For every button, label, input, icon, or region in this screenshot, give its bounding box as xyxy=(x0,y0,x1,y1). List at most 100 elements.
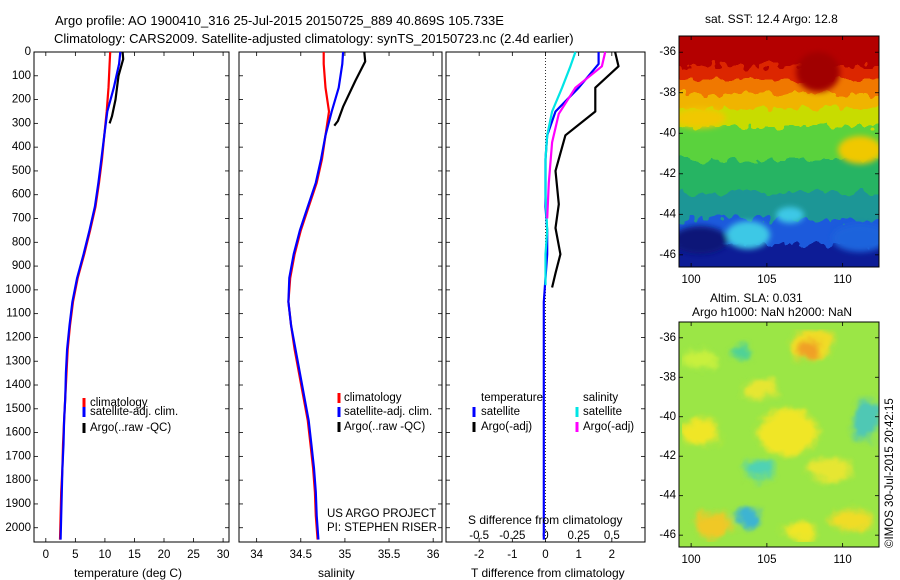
series-line-satellite-adj-clim- xyxy=(287,51,345,540)
legend-label-argo: Argo(..raw -QC) xyxy=(344,421,425,433)
legend-label-temp-satellite: satellite xyxy=(481,406,520,418)
depth-axis-ticks: 0 100 200 300 400 500 600 700 800 900 1000 1100 1200… xyxy=(5,46,229,534)
legend-title-salinity: salinity xyxy=(583,392,618,404)
series-line-satellite-adj-clim- xyxy=(59,51,122,540)
imos-credit: ©IMOS 30-Jul-2015 20:42:15 xyxy=(884,398,896,548)
legend-label-climatology: climatology xyxy=(90,397,148,409)
x-tick-label: 34.5 xyxy=(290,549,312,561)
sla-map-subtitle: Argo h1000: NaN h2000: NaN xyxy=(692,305,852,319)
lon-tick-label: 110 xyxy=(833,274,851,286)
s-difference-axis-label: S difference from climatology xyxy=(468,513,623,527)
salinity-profile-panel: 34 34.5 35 35.5 36 salinity climatology sate… xyxy=(238,51,443,580)
figure-title-line1: Argo profile: AO 1900410_316 25-Jul-2015… xyxy=(55,13,504,28)
depth-tick-label: 100 xyxy=(12,70,31,82)
lat-tick-label: -46 xyxy=(659,529,676,541)
difference-depth-ticks xyxy=(446,51,645,529)
x-tick-label: 35.5 xyxy=(378,549,400,561)
x-tick-label: 10 xyxy=(99,549,112,561)
depth-tick-label: 1500 xyxy=(5,403,31,415)
sst-map-title: sat. SST: 12.4 Argo: 12.8 xyxy=(705,12,838,26)
depth-tick-label: 900 xyxy=(12,260,31,272)
x-tick-label: 25 xyxy=(187,549,200,561)
x-tick-label: 34 xyxy=(250,549,263,561)
temperature-series xyxy=(58,51,125,540)
lat-tick-label: -46 xyxy=(659,249,676,261)
temperature-legend: climatology satellite-adj. clim. Argo(..… xyxy=(82,397,178,434)
sla-map-panel: Altim. SLA: 0.031 Argo h1000: NaN h2000:… xyxy=(659,291,880,566)
x-tick-label: 0 xyxy=(43,549,49,561)
series-line-argo-raw-qc- xyxy=(333,51,367,127)
salinity-depth-ticks xyxy=(239,51,442,529)
temperature-plot-frame xyxy=(33,51,230,543)
difference-plot-frame xyxy=(445,51,646,543)
t-difference-axis-label: T difference from climatology xyxy=(471,566,625,580)
sst-map-ticks: 100 105 110 -36 -38 -40 -42 -44 -46 xyxy=(659,36,879,286)
lat-tick-label: -44 xyxy=(659,490,676,502)
legend-label-satellite: satellite-adj. clim. xyxy=(344,406,432,418)
x-tick-label: 5 xyxy=(72,549,78,561)
sla-map-frame xyxy=(678,321,880,548)
s-diff-tick-label: 0.5 xyxy=(604,530,620,542)
temperature-axis-ticks: 0 5 10 15 20 25 30 xyxy=(43,52,229,561)
difference-series xyxy=(542,51,620,540)
series-line-salinity-argo-adj- xyxy=(546,51,607,219)
depth-tick-label: 500 xyxy=(12,165,31,177)
salinity-legend: climatology satellite-adj. clim. Argo(..… xyxy=(337,392,432,433)
salinity-axis-label: salinity xyxy=(318,566,355,580)
s-difference-axis-ticks: -0.5 -0.25 0 0.25 0.5 xyxy=(469,530,620,542)
depth-tick-label: 1200 xyxy=(5,331,31,343)
series-line-argo-raw-qc- xyxy=(108,51,125,124)
x-tick-label: -1 xyxy=(507,549,517,561)
s-diff-tick-label: -0.5 xyxy=(469,530,489,542)
legend-label-temp-argo: Argo(-adj) xyxy=(481,421,532,433)
sla-map-title: Altim. SLA: 0.031 xyxy=(710,291,803,305)
x-tick-label: 15 xyxy=(128,549,141,561)
depth-tick-label: 300 xyxy=(12,117,31,129)
depth-tick-label: 1900 xyxy=(5,498,31,510)
lat-tick-label: -44 xyxy=(659,208,676,220)
depth-tick-label: 600 xyxy=(12,189,31,201)
depth-tick-label: 1100 xyxy=(6,308,31,320)
sst-map-frame xyxy=(678,35,880,268)
x-tick-label: -2 xyxy=(474,549,484,561)
s-diff-tick-label: 0.25 xyxy=(567,530,589,542)
x-tick-label: 1 xyxy=(575,549,581,561)
t-difference-axis-ticks: -2 -1 0 1 2 xyxy=(474,52,615,561)
lon-tick-label: 110 xyxy=(833,554,851,566)
pi-annotation: PI: STEPHEN RISER xyxy=(327,522,437,534)
depth-tick-label: 700 xyxy=(12,213,31,225)
depth-tick-label: 1300 xyxy=(5,355,31,367)
legend-title-temperature: temperature xyxy=(481,392,543,404)
legend-label-sal-argo: Argo(-adj) xyxy=(583,421,634,433)
depth-tick-label: 1000 xyxy=(5,284,31,296)
lon-tick-label: 105 xyxy=(757,554,776,566)
sst-heatmap xyxy=(679,36,879,267)
lon-tick-label: 105 xyxy=(757,274,776,286)
depth-tick-label: 1600 xyxy=(5,427,31,439)
sst-map-panel: sat. SST: 12.4 Argo: 12.8 xyxy=(659,12,880,286)
depth-tick-label: 1800 xyxy=(5,474,31,486)
depth-tick-label: 800 xyxy=(12,236,31,248)
difference-legend: temperature salinity satellite Argo(-adj… xyxy=(472,392,634,433)
salinity-series xyxy=(287,51,367,540)
temperature-profile-panel: 0100200300400500600700800900100011001200… xyxy=(5,46,230,580)
salinity-plot-frame xyxy=(238,51,443,543)
difference-profile-panel: -2 -1 0 1 2 -0.5 -0.25 0 0.25 0.5 T difference f… xyxy=(445,51,646,580)
lon-tick-label: 100 xyxy=(682,554,701,566)
series-line-temperature-argo-adj- xyxy=(551,51,620,288)
depth-tick-label: 1700 xyxy=(5,450,31,462)
lat-tick-label: -42 xyxy=(659,168,676,180)
x-tick-label: 35 xyxy=(339,549,352,561)
salinity-axis-ticks: 34 34.5 35 35.5 36 xyxy=(250,52,440,561)
x-tick-label: 20 xyxy=(158,549,171,561)
depth-tick-label: 0 xyxy=(25,46,31,58)
figure-title-line2: Climatology: CARS2009. Satellite-adjuste… xyxy=(54,31,574,46)
x-tick-label: 36 xyxy=(427,549,440,561)
series-line-salinity-satellite xyxy=(544,51,577,286)
x-tick-label: 0 xyxy=(542,549,548,561)
depth-tick-label: 200 xyxy=(12,94,31,106)
depth-tick-label: 2000 xyxy=(5,522,31,534)
legend-label-satellite: satellite-adj. clim. xyxy=(90,406,178,418)
project-annotation: US ARGO PROJECT xyxy=(327,508,436,520)
